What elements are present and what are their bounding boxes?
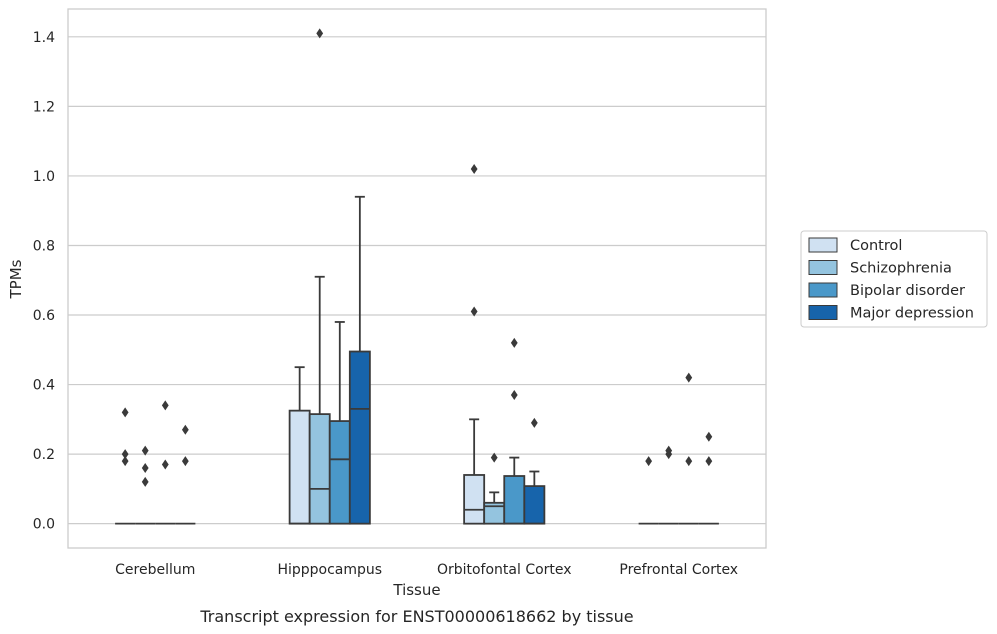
outlier-point: [665, 449, 673, 460]
box-body: [503, 475, 526, 525]
box-body: [328, 420, 351, 525]
y-tick-label: 1.0: [33, 169, 55, 185]
outlier-point: [490, 452, 498, 463]
legend-label: Control: [850, 238, 902, 254]
box-bipolar-disorder: [503, 337, 526, 525]
y-tick-label: 0.8: [33, 238, 55, 254]
box-control: [115, 407, 136, 525]
outlier-point: [470, 163, 478, 174]
legend-swatch: [808, 282, 838, 298]
outlier-point: [705, 431, 713, 442]
outlier-point: [141, 463, 149, 474]
box-schizophrenia: [135, 445, 156, 525]
outlier-point: [181, 456, 189, 467]
box-body: [463, 474, 486, 525]
box-body: [308, 413, 331, 525]
box-body: [523, 485, 546, 525]
legend-label: Schizophrenia: [850, 261, 952, 277]
box-major-depression: [523, 417, 546, 525]
box-control: [288, 366, 311, 525]
box-control: [638, 456, 659, 525]
outlier-point: [705, 456, 713, 467]
box-body: [288, 409, 311, 525]
outlier-point: [645, 456, 653, 467]
outlier-point: [121, 449, 129, 460]
box-major-depression: [348, 195, 371, 525]
outlier-point: [510, 337, 518, 348]
legend-swatch: [808, 305, 838, 320]
box-major-depression: [175, 424, 196, 525]
x-tick-label: Cerebellum: [115, 562, 195, 578]
x-axis-label: Tissue: [392, 581, 440, 599]
boxes: [115, 28, 719, 525]
legend-frame: [800, 230, 988, 328]
y-tick-label: 0.0: [33, 517, 55, 533]
y-tick-label: 0.4: [33, 378, 55, 394]
box-major-depression: [698, 431, 719, 525]
legend-swatch: [808, 237, 838, 253]
legend: Control Schizophrenia Bipolar disorder Majo…: [800, 230, 988, 328]
outlier-point: [181, 424, 189, 435]
x-tick-label: Hipppocampus: [277, 562, 382, 578]
grid-lines: [68, 36, 766, 525]
box-schizophrenia: [658, 445, 679, 525]
box-bipolar-disorder: [155, 400, 176, 525]
outlier-point: [685, 372, 693, 383]
legend-label: Bipolar disorder: [850, 283, 965, 299]
outlier-point: [470, 306, 478, 317]
x-tick-labels: Cerebellum Hipppocampus Orbitofontal Corte…: [115, 562, 738, 578]
legend-label: Major depression: [850, 306, 974, 322]
x-tick-label: Prefrontal Cortex: [619, 562, 738, 578]
box-control: [463, 163, 486, 525]
box-schizophrenia: [483, 452, 506, 525]
outlier-point: [161, 459, 169, 470]
plot-frame: [67, 8, 767, 549]
outlier-point: [316, 28, 324, 39]
x-tick-label: Orbitofontal Cortex: [437, 562, 572, 578]
y-tick-label: 1.2: [33, 99, 55, 115]
chart-caption: Transcript expression for ENST0000061866…: [199, 607, 633, 626]
box-bipolar-disorder: [678, 372, 699, 525]
outlier-point: [685, 456, 693, 467]
outlier-point: [161, 400, 169, 411]
y-axis-label: TPMs: [7, 259, 25, 299]
y-tick-labels: 0.0 0.2 0.4 0.6 0.8 1.0 1.2 1.4: [33, 30, 55, 533]
outlier-point: [510, 389, 518, 400]
outlier-point: [141, 476, 149, 487]
y-tick-label: 0.2: [33, 447, 55, 463]
box-body: [348, 350, 371, 525]
outlier-point: [121, 456, 129, 467]
box-bipolar-disorder: [328, 321, 351, 525]
outlier-point: [121, 407, 129, 418]
y-tick-label: 0.6: [33, 308, 55, 324]
y-tick-label: 1.4: [33, 30, 55, 46]
outlier-point: [530, 417, 538, 428]
legend-swatch: [808, 260, 838, 275]
box-schizophrenia: [308, 28, 331, 525]
outlier-point: [141, 445, 149, 456]
